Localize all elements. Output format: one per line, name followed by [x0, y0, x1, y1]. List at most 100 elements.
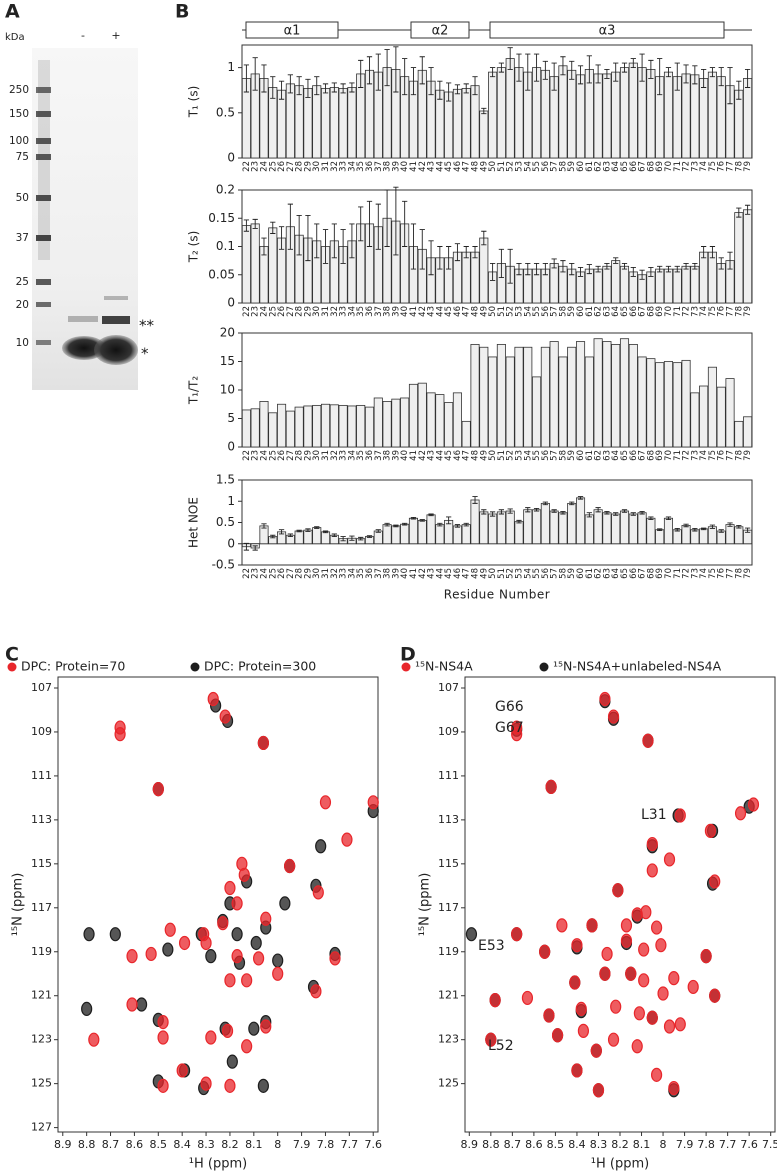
x-tick-label: 34: [347, 306, 357, 317]
x-tick-label: 28: [295, 450, 305, 461]
peak: [638, 973, 650, 988]
bar: [593, 73, 603, 159]
x-tick-label: 46: [453, 568, 463, 579]
bar: [532, 509, 542, 545]
error-bar: [375, 529, 381, 533]
error-bar: [278, 529, 285, 535]
x-tick-label: 60: [576, 568, 586, 579]
error-bar: [252, 545, 258, 551]
bar: [734, 420, 744, 448]
x-tick-label: 48: [471, 306, 481, 317]
error-bar: [507, 248, 513, 284]
bar: [426, 514, 436, 545]
error-bar: [586, 512, 592, 518]
bar: [408, 383, 418, 448]
x-tick-label: 44: [435, 450, 445, 461]
bar: [699, 78, 709, 159]
y-tick-label: 0.15: [208, 211, 235, 225]
bar: [488, 513, 498, 545]
error-bar: [709, 524, 716, 529]
bar: [663, 71, 673, 159]
bar: [461, 87, 471, 159]
x-tick-label: 64: [611, 450, 621, 461]
peak: [646, 863, 658, 878]
peak: [663, 1019, 676, 1034]
bar: [294, 85, 304, 159]
x-tick-label: 50: [488, 306, 498, 317]
error-bar: [393, 46, 399, 93]
bar: [479, 346, 489, 448]
error-bar: [314, 223, 320, 259]
x-tick-label: 28: [295, 306, 305, 317]
x-tick-label: 74: [699, 161, 709, 172]
y-tick-label: 0: [227, 296, 235, 310]
peak: [157, 1014, 169, 1030]
bar: [611, 71, 621, 159]
bar: [505, 356, 515, 448]
ladder: [36, 60, 51, 345]
error-bar: [577, 266, 584, 277]
y-tick-label: 1: [227, 494, 235, 508]
bar: [602, 341, 612, 448]
bar: [540, 502, 550, 545]
y-tick-label: 125: [31, 1077, 52, 1090]
x-tick-label: 51: [497, 450, 507, 461]
bar: [514, 346, 524, 448]
x-tick-label: 70: [664, 306, 674, 317]
x-tick-label: 61: [585, 568, 595, 579]
x-tick-label: 28: [295, 568, 305, 579]
x-tick-label: 32: [330, 568, 340, 579]
x-tick-label: 38: [383, 450, 393, 461]
marker-label: 10: [16, 337, 29, 349]
bar: [417, 382, 427, 448]
error-bar: [604, 68, 610, 79]
bar: [628, 513, 638, 545]
bar: [277, 89, 287, 159]
error-bar: [498, 248, 505, 279]
peak: [734, 806, 747, 821]
x-tick-label: 36: [365, 306, 375, 317]
bar: [681, 265, 691, 304]
bar: [707, 251, 717, 304]
peak: [704, 823, 717, 838]
y-tick-label: 5: [227, 411, 235, 425]
x-tick-label: 68: [646, 306, 656, 317]
bar: [681, 359, 691, 448]
y-tick-label: 115: [438, 857, 459, 870]
peak: [231, 927, 243, 942]
bar: [321, 87, 331, 159]
x-tick-label: 41: [409, 450, 419, 461]
x-tick-label: 57: [550, 450, 560, 461]
error-bar: [727, 67, 733, 105]
x-tick-label: 33: [339, 568, 349, 579]
bar: [699, 251, 709, 304]
error-bar: [296, 529, 302, 533]
x-tick-label: 69: [655, 161, 665, 172]
peak: [569, 975, 581, 990]
bar: [356, 404, 366, 448]
bar: [338, 87, 348, 159]
x-tick-label: 40: [400, 568, 410, 579]
error-bar: [736, 80, 742, 100]
error-bar: [454, 243, 461, 262]
peak: [200, 1076, 212, 1091]
error-bar: [419, 229, 425, 270]
x-tick-label: 49: [479, 161, 489, 172]
bar: [637, 512, 647, 545]
x-tick-label: 52: [506, 161, 516, 172]
x-tick-label: 52: [506, 306, 516, 317]
x-tick-label: 65: [620, 450, 630, 461]
bar: [567, 502, 577, 545]
y-tick-label: 113: [438, 813, 459, 826]
error-bar: [542, 501, 548, 506]
x-tick-label: 42: [418, 161, 428, 172]
error-bar: [665, 67, 672, 78]
x-tick-label: 58: [558, 450, 568, 461]
error-bar: [498, 509, 505, 515]
peak: [284, 858, 296, 874]
x-tick-label: 24: [259, 306, 269, 317]
bar: [549, 263, 559, 304]
error-bar: [410, 67, 417, 96]
x-tick-label: 26: [277, 161, 287, 172]
bar: [479, 110, 489, 159]
